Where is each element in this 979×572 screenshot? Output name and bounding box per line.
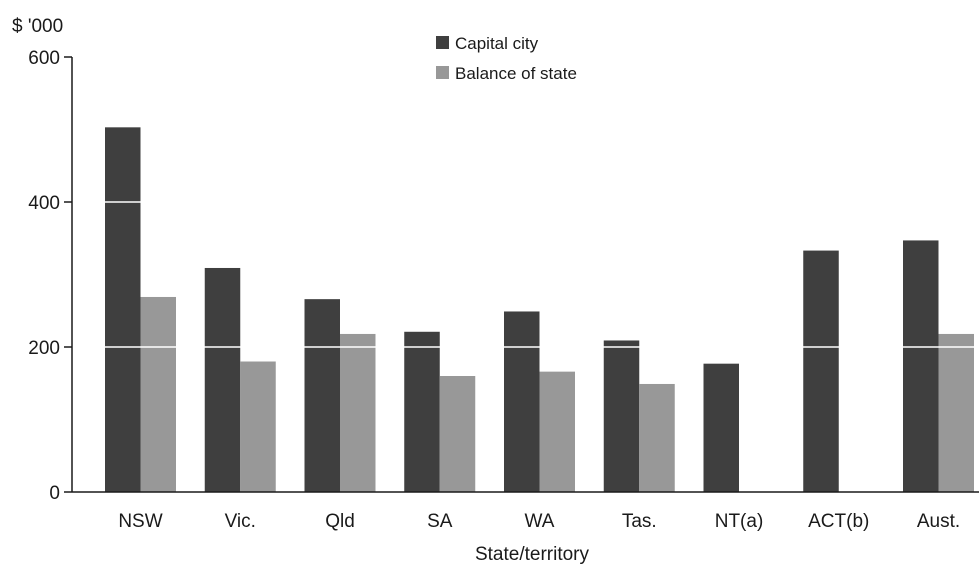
bar-balance-of-state-aust — [938, 333, 974, 492]
bar-capital-city-nt-a — [703, 363, 739, 492]
x-tick-label-aust: Aust. — [917, 511, 960, 532]
bar-capital-city-tas — [603, 340, 640, 492]
y-tick-label-200: 200 — [28, 338, 60, 359]
legend-label-capital-city: Capital city — [455, 34, 539, 53]
bar-capital-city-sa — [404, 331, 440, 492]
bar-balance-of-state-tas — [639, 383, 675, 492]
x-tick-label-nsw: NSW — [118, 511, 162, 532]
x-tick-label-sa: SA — [427, 511, 453, 532]
bar-capital-city-act-b — [803, 250, 839, 492]
legend-label-balance-of-state: Balance of state — [455, 64, 577, 83]
bar-capital-city-nsw — [105, 127, 141, 492]
legend-swatch-capital-city — [436, 36, 449, 49]
legend-swatch-balance-of-state — [436, 66, 449, 79]
axes — [71, 57, 979, 493]
y-ticks: 0 200 400 600 — [28, 48, 72, 504]
x-tick-label-tas: Tas. — [622, 511, 657, 532]
x-tick-labels: NSW Vic. Qld SA WA Tas. NT(a) ACT(b) Aust. — [118, 511, 960, 532]
gridlines — [72, 56, 979, 348]
x-tick-label-nt-a: NT(a) — [715, 511, 764, 532]
x-tick-label-qld: Qld — [325, 511, 355, 532]
bar-capital-city-qld — [304, 299, 340, 492]
bar-capital-city-aust — [903, 240, 939, 492]
bar-balance-of-state-vic — [240, 361, 276, 492]
x-tick-label-wa: WA — [525, 511, 555, 532]
y-tick-label-400: 400 — [28, 193, 60, 214]
bars-layer — [105, 127, 974, 492]
x-tick-label-act-b: ACT(b) — [808, 511, 869, 532]
y-axis-title: $ '000 — [12, 16, 63, 37]
bar-balance-of-state-sa — [439, 376, 476, 492]
bar-balance-of-state-qld — [340, 333, 376, 492]
bar-balance-of-state-wa — [539, 371, 575, 492]
bar-capital-city-wa — [504, 311, 540, 492]
x-tick-label-vic: Vic. — [225, 511, 256, 532]
legend: Capital city Balance of state — [436, 34, 577, 83]
bar-capital-city-vic — [204, 267, 241, 492]
bar-balance-of-state-nsw — [140, 296, 176, 492]
y-tick-label-600: 600 — [28, 48, 60, 69]
y-tick-label-0: 0 — [49, 483, 60, 504]
x-axis-title: State/territory — [475, 544, 590, 565]
